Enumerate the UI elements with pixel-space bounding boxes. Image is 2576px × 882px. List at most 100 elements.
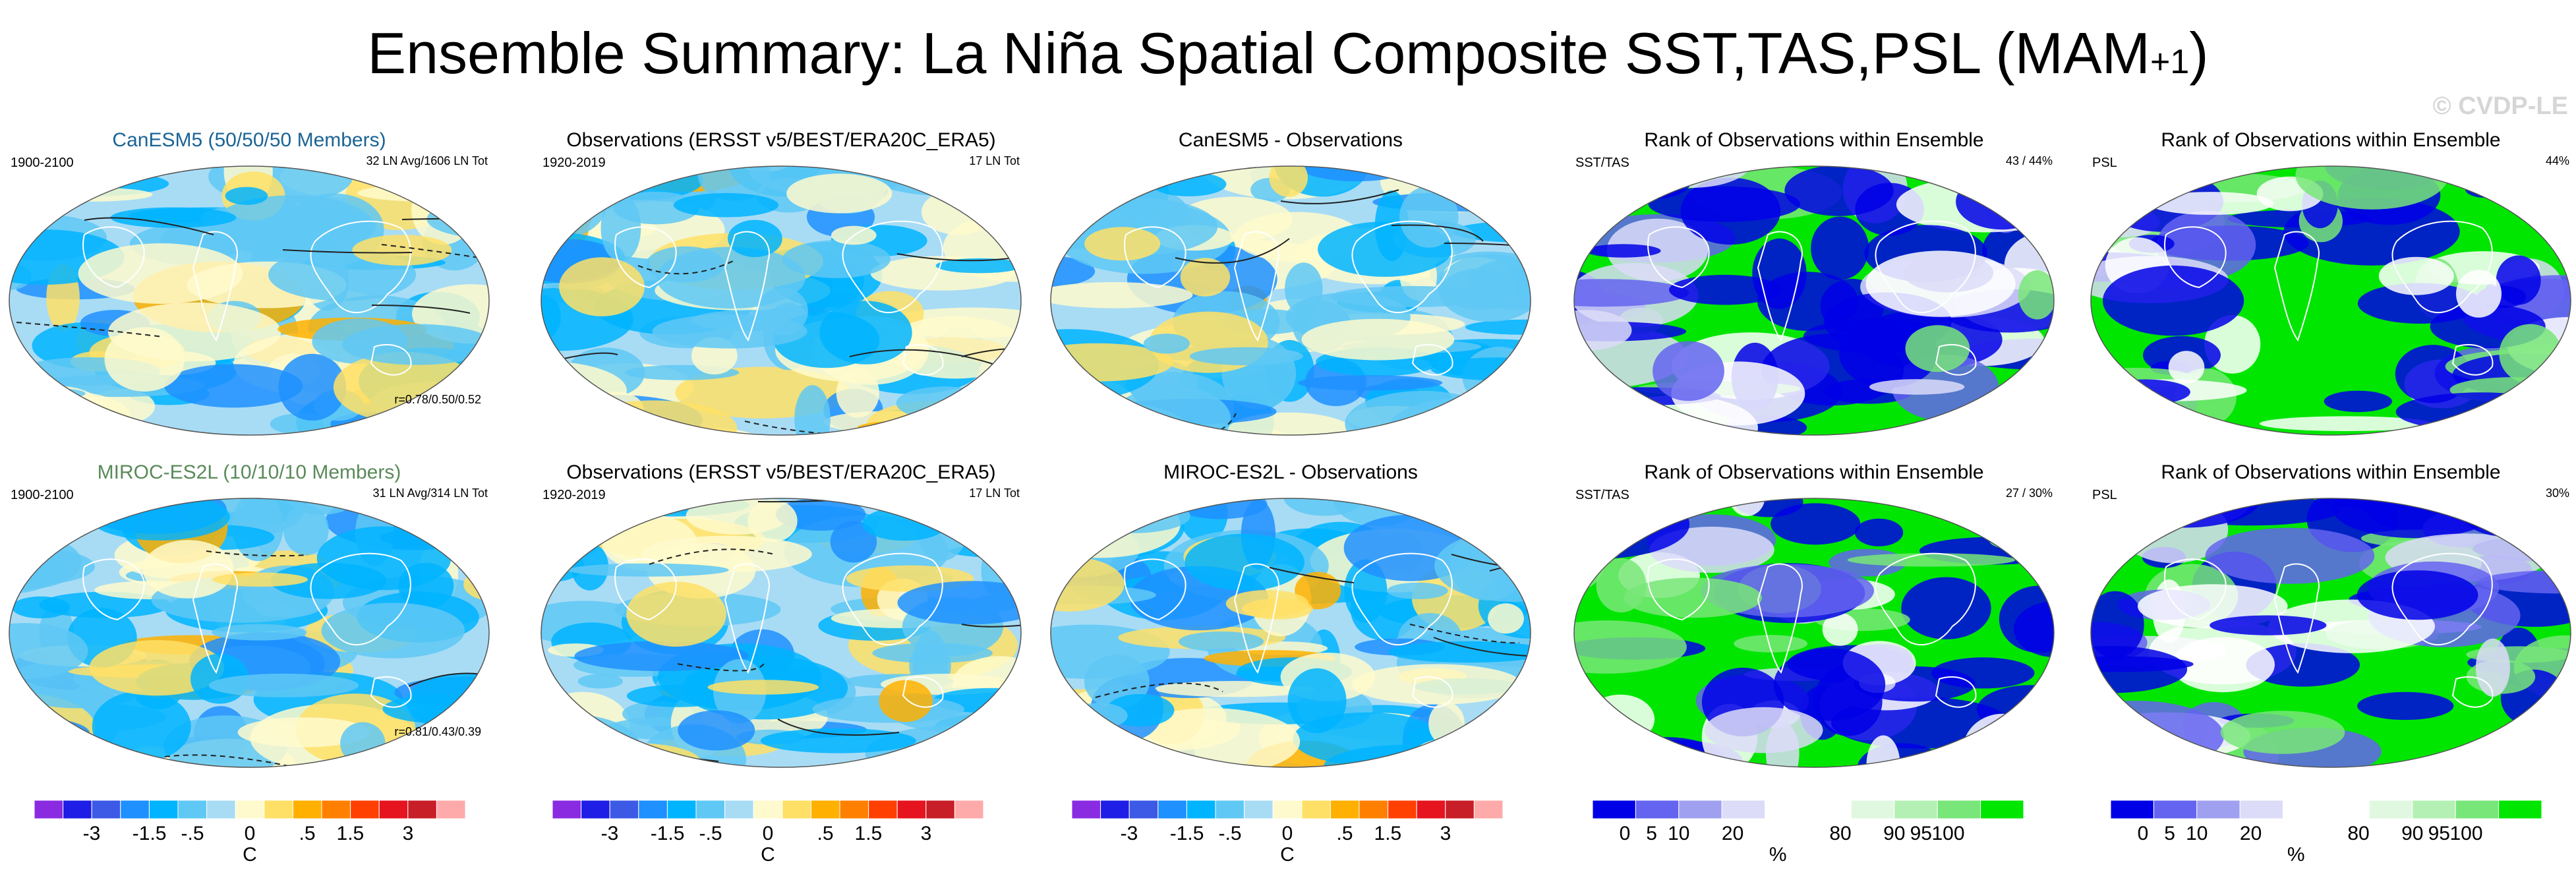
colorbar-swatch <box>1894 800 1938 819</box>
temperature-colorbar: -3 -1.5 -.5 0 .5 1.5 3 C <box>552 800 983 873</box>
colorbar-unit: C <box>761 844 775 866</box>
panel-period: 1920-2019 <box>542 488 606 502</box>
colorbar-swatch <box>63 800 92 819</box>
temperature-colorbar: -3 -1.5 -.5 0 .5 1.5 3 C <box>1072 800 1503 873</box>
colorbar-tick-label: 90 <box>1883 823 1906 844</box>
panel-title: MIROC-ES2L - Observations <box>1163 461 1418 483</box>
colorbar-swatch <box>1244 800 1273 819</box>
colorbar-swatch <box>407 800 437 819</box>
colorbar-swatch <box>695 800 726 819</box>
panel-count: 32 LN Avg/1606 LN Tot <box>366 154 488 167</box>
colorbar-tick-label: 0 <box>2137 823 2149 844</box>
colorbar-swatch <box>1388 800 1417 819</box>
colorbar-swatch <box>1128 800 1159 819</box>
colorbar-swatch <box>2412 800 2456 819</box>
watermark: © CVDP-LE <box>2432 92 2568 120</box>
panel-variable: PSL <box>2092 156 2117 170</box>
rank-colorbar: 0 5 10 20 80 90 95 100% <box>1593 800 2024 873</box>
colorbar-swatch <box>1215 800 1245 819</box>
panel-percent: 30% <box>2545 486 2569 500</box>
panel-period: 1900-2100 <box>11 156 74 170</box>
colorbar-tick-label: 1.5 <box>336 823 365 844</box>
colorbar-swatch <box>1157 800 1187 819</box>
colorbar-tick-label: 0 <box>762 823 774 844</box>
colorbar-unit: % <box>1769 844 1787 866</box>
panel-observations: Observations (ERSST v5/BEST/ERA20C_ERA5)… <box>537 460 1025 777</box>
colorbar-tick-label: -1.5 <box>132 823 167 844</box>
panel-title: Observations (ERSST v5/BEST/ERA20C_ERA5) <box>566 461 996 483</box>
colorbar-swatch <box>1330 800 1360 819</box>
colorbar-tick-label: 90 <box>2401 823 2424 844</box>
colorbar-tick-label: -.5 <box>1218 823 1242 844</box>
colorbar-unit: C <box>1280 844 1295 866</box>
colorbar-swatch <box>1445 800 1475 819</box>
colorbar-swatches <box>1593 800 2024 819</box>
panel-rank-sst-tas: Rank of Observations within Ensemble SST… <box>1570 460 2058 777</box>
colorbar-tick-label: .5 <box>299 823 316 844</box>
colorbar-swatch <box>1301 800 1331 819</box>
colorbar-swatch <box>1359 800 1389 819</box>
colorbar-swatch <box>91 800 121 819</box>
colorbar-tick-label: -1.5 <box>650 823 685 844</box>
panel-correlation: r=0.81/0.43/0.39 <box>394 725 481 738</box>
colorbar-swatch <box>1678 800 1722 819</box>
colorbar-tick-label: 0 <box>1281 823 1293 844</box>
colorbar-swatch <box>868 800 898 819</box>
panel-title: Rank of Observations within Ensemble <box>1644 461 1984 483</box>
colorbar-swatch <box>1635 800 1680 819</box>
colorbar-tick-label: -1.5 <box>1169 823 1204 844</box>
colorbar-swatch <box>954 800 983 819</box>
colorbar-swatch <box>724 800 754 819</box>
colorbar-tick-label: 5 <box>1646 823 1657 844</box>
colorbar-swatch <box>782 800 811 819</box>
colorbar-swatch <box>235 800 265 819</box>
colorbar-swatch <box>666 800 697 819</box>
colorbar-swatch <box>638 800 668 819</box>
panel-period: 1900-2100 <box>11 488 74 502</box>
colorbar-tick-label: .5 <box>1336 823 1353 844</box>
colorbar-swatch <box>1765 800 1809 819</box>
colorbar-swatch <box>810 800 840 819</box>
colorbar-tick-label: 1.5 <box>854 823 883 844</box>
panel-observations: Observations (ERSST v5/BEST/ERA20C_ERA5)… <box>537 128 1025 444</box>
panel-title: Rank of Observations within Ensemble <box>2161 461 2501 483</box>
colorbar-swatch <box>350 800 380 819</box>
rank-colorbar: 0 5 10 20 80 90 95 100% <box>2111 800 2542 873</box>
colorbar-tick-label: 80 <box>2347 823 2370 844</box>
colorbar-tick-label: 5 <box>2164 823 2175 844</box>
colorbar-swatch <box>1072 800 1101 819</box>
panel-variable: PSL <box>2092 488 2117 502</box>
temperature-map <box>9 498 490 768</box>
colorbar-tick-label: -3 <box>82 823 101 844</box>
rank-map <box>1573 165 2055 436</box>
colorbar-swatch <box>2455 800 2500 819</box>
colorbar-swatch <box>2153 800 2198 819</box>
colorbar-tick-label: -3 <box>600 823 619 844</box>
colorbar-swatch <box>148 800 179 819</box>
colorbar-tick-label: -.5 <box>699 823 722 844</box>
colorbar-tick-label: .5 <box>817 823 834 844</box>
colorbar-unit: % <box>2287 844 2305 866</box>
panel-percent: 27 / 30% <box>2005 486 2053 500</box>
panel-miroc-composite: MIROC-ES2L (10/10/10 Members) 1900-2100 … <box>5 460 493 777</box>
colorbar-swatch <box>1850 800 1895 819</box>
difference-map <box>1050 498 1531 768</box>
panel-count: 31 LN Avg/314 LN Tot <box>372 486 488 500</box>
rank-map <box>2090 498 2571 768</box>
colorbar-swatch <box>206 800 236 819</box>
panel-title: CanESM5 (50/50/50 Members) <box>112 129 386 151</box>
colorbar-tick-label: -.5 <box>181 823 204 844</box>
panel-difference: MIROC-ES2L - Observations <box>1047 460 1535 777</box>
colorbar-tick-label: 95 <box>1910 823 1932 844</box>
colorbar-tick-label: 20 <box>1721 823 1744 844</box>
panel-percent: 43 / 44% <box>2005 154 2053 167</box>
colorbar-swatch <box>177 800 208 819</box>
colorbar-swatch <box>2196 800 2240 819</box>
colorbar-swatch <box>34 800 64 819</box>
colorbar-swatch <box>2239 800 2284 819</box>
rank-map <box>2090 165 2571 436</box>
panel-correlation: r=0.78/0.50/0.52 <box>394 393 481 406</box>
colorbar-tick-label: 95 <box>2428 823 2450 844</box>
panel-rank-psl: Rank of Observations within Ensemble PSL… <box>2087 128 2575 444</box>
figure-title: Ensemble Summary: La Niña Spatial Compos… <box>367 20 2209 86</box>
